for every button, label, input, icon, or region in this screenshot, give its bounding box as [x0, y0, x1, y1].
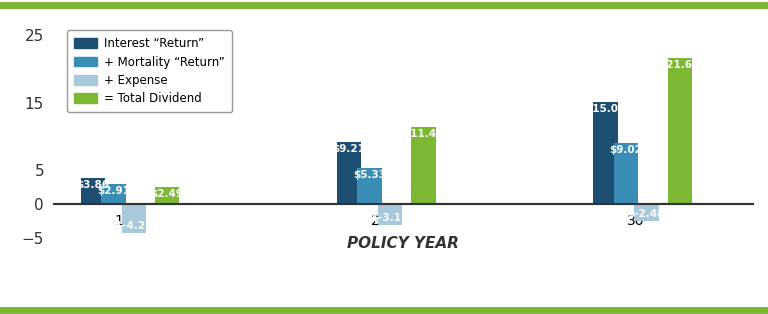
Bar	[593, 102, 617, 204]
Text: $15.08: $15.08	[585, 104, 625, 114]
Text: $9.21: $9.21	[333, 143, 366, 154]
Text: $-3.11: $-3.11	[372, 213, 409, 223]
Bar	[614, 143, 638, 204]
Text: $-2.48: $-2.48	[627, 209, 665, 219]
Text: $5.33: $5.33	[353, 170, 386, 180]
Text: $2.49: $2.49	[151, 189, 184, 199]
Bar	[81, 178, 105, 204]
Bar	[634, 204, 659, 221]
Bar	[412, 127, 435, 204]
Text: $9.02: $9.02	[610, 145, 642, 155]
Text: $3.86: $3.86	[76, 180, 109, 190]
Text: $21.62: $21.62	[660, 60, 700, 70]
Bar	[121, 204, 146, 233]
Bar	[667, 58, 692, 204]
Text: $2.91: $2.91	[97, 186, 130, 196]
Bar	[337, 142, 361, 204]
Legend: Interest “Return”, + Mortality “Return”, + Expense, = Total Dividend: Interest “Return”, + Mortality “Return”,…	[67, 30, 232, 112]
X-axis label: POLICY YEAR: POLICY YEAR	[347, 236, 459, 251]
Bar	[101, 184, 126, 204]
Bar	[378, 204, 402, 225]
Bar	[155, 187, 180, 204]
Text: $11.43: $11.43	[403, 129, 444, 139]
Bar	[357, 168, 382, 204]
Text: $-4.28: $-4.28	[115, 221, 153, 231]
